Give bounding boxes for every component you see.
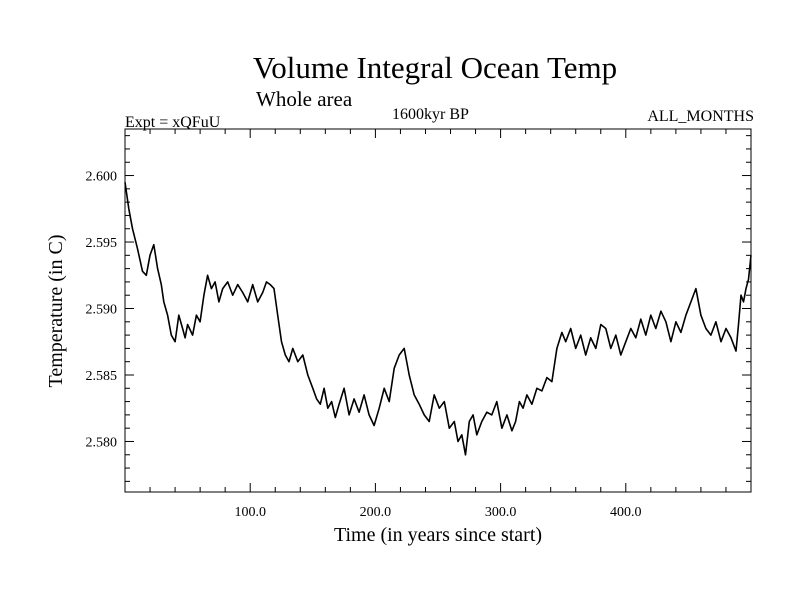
y-tick-label: 2.595: [86, 236, 118, 251]
chart-title: Volume Integral Ocean Temp: [252, 50, 618, 85]
x-tick-label: 100.0: [234, 505, 266, 520]
experiment-label: Expt = xQFuU: [125, 114, 221, 131]
x-tick-labels: 100.0 200.0 300.0 400.0: [234, 505, 641, 520]
months-label: ALL_MONTHS: [647, 108, 754, 125]
x-axis-label: Time (in years since start): [334, 524, 542, 546]
series-line: [124, 182, 752, 456]
x-tick-label: 200.0: [360, 505, 392, 520]
y-tick-labels: 2.580 2.585 2.590 2.595 2.600: [86, 170, 118, 451]
y-axis-label: Temperature (in C): [45, 235, 67, 388]
chart-subtitle: Whole area: [256, 87, 353, 111]
y-tick-label: 2.600: [86, 170, 118, 185]
y-tick-label: 2.590: [86, 303, 118, 318]
period-label: 1600kyr BP: [392, 106, 469, 123]
x-tick-label: 300.0: [485, 505, 517, 520]
y-tick-label: 2.585: [86, 369, 118, 384]
plot-frame: [124, 128, 752, 493]
axis-ticks: [125, 129, 751, 492]
x-tick-label: 400.0: [610, 505, 642, 520]
y-tick-label: 2.580: [86, 435, 118, 450]
